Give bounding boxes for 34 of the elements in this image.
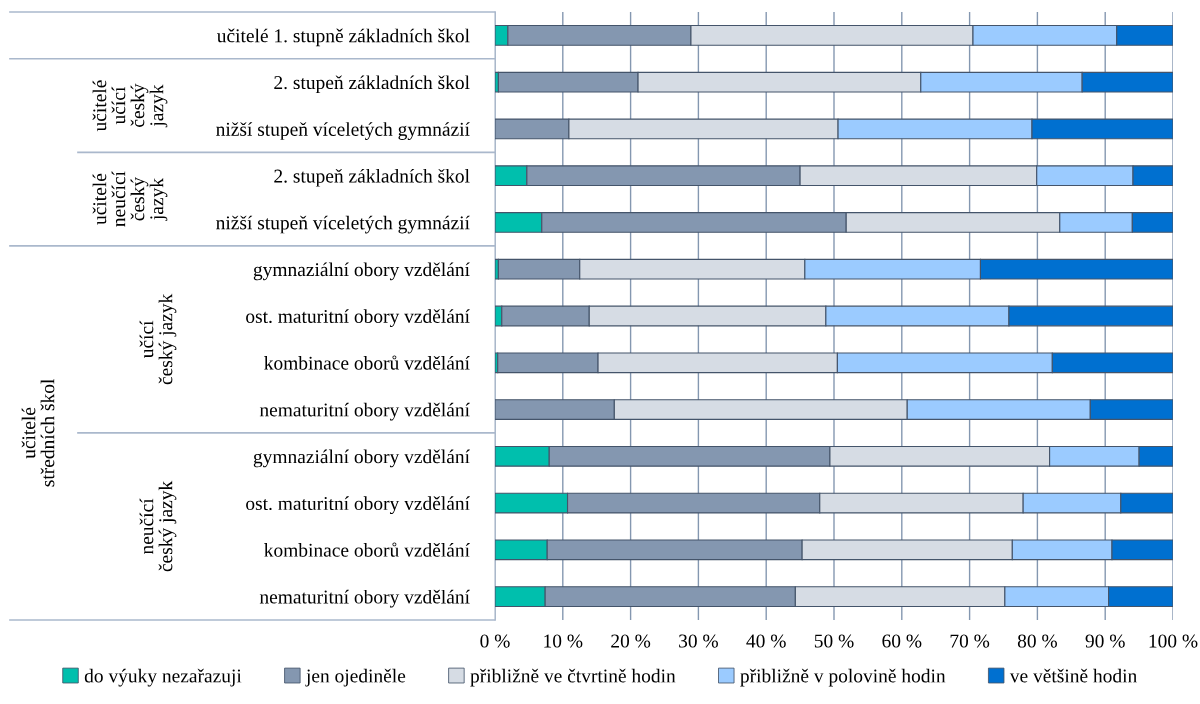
y-tick-label: kombinace oborů vzdělání <box>264 355 470 370</box>
legend-label: ve většině hodin <box>1009 668 1137 683</box>
y-tick-label: učitelé 1. stupně základních škol <box>217 28 470 47</box>
y-tick-label: gymnaziální obory vzdělání <box>253 449 470 468</box>
x-tick-label: 70 % <box>950 634 990 648</box>
y-tick-label: nižší stupeň víceletých gymnázií <box>216 122 470 140</box>
x-tick-label: 80 % <box>1017 634 1057 648</box>
x-tick-label: 50 % <box>814 634 854 648</box>
y-tick-label: 2. stupeň základních škol <box>274 168 470 187</box>
y-tick-label: 2. stupeň základních škol <box>274 75 470 94</box>
x-tick-label: 90 % <box>1085 634 1125 648</box>
x-tick-label: 100 % <box>1149 634 1198 648</box>
y-tick-label: ost. maturitní obory vzdělání <box>246 309 470 327</box>
x-tick-label: 40 % <box>746 634 786 648</box>
y-tick-label: ost. maturitní obory vzdělání <box>246 496 470 515</box>
text: učící český jazyk <box>139 293 177 385</box>
x-tick-label: 10 % <box>544 634 583 648</box>
x-tick-label: 30 % <box>679 634 718 648</box>
text: neučící český jazyk <box>139 480 177 572</box>
y-tick-label: nižší stupeň víceletých gymnázií <box>216 215 470 234</box>
x-tick-label: 20 % <box>611 634 651 648</box>
text: učitelé středních škol <box>21 379 55 487</box>
y-tick-label: nematuritní obory vzdělání <box>259 402 470 421</box>
x-tick-label: 60 % <box>882 634 922 648</box>
y-tick-label: kombinace oborů vzdělání <box>264 542 470 557</box>
legend-label: jen ojediněle <box>305 668 406 687</box>
legend-label: přibližně ve čtvrtině hodin <box>470 668 676 687</box>
text: učitelé neučící český jazyk <box>92 171 168 227</box>
y-tick-label: nematuritní obory vzdělání <box>259 589 470 608</box>
text: učitelé učící český jazyk <box>92 80 168 132</box>
y-tick-label: gymnaziální obory vzdělání <box>253 262 470 281</box>
legend-label: přibližně v polovině hodin <box>740 668 946 687</box>
x-tick-label: 0 % <box>480 634 510 648</box>
legend-label: do výuky nezařazuji <box>84 668 242 687</box>
